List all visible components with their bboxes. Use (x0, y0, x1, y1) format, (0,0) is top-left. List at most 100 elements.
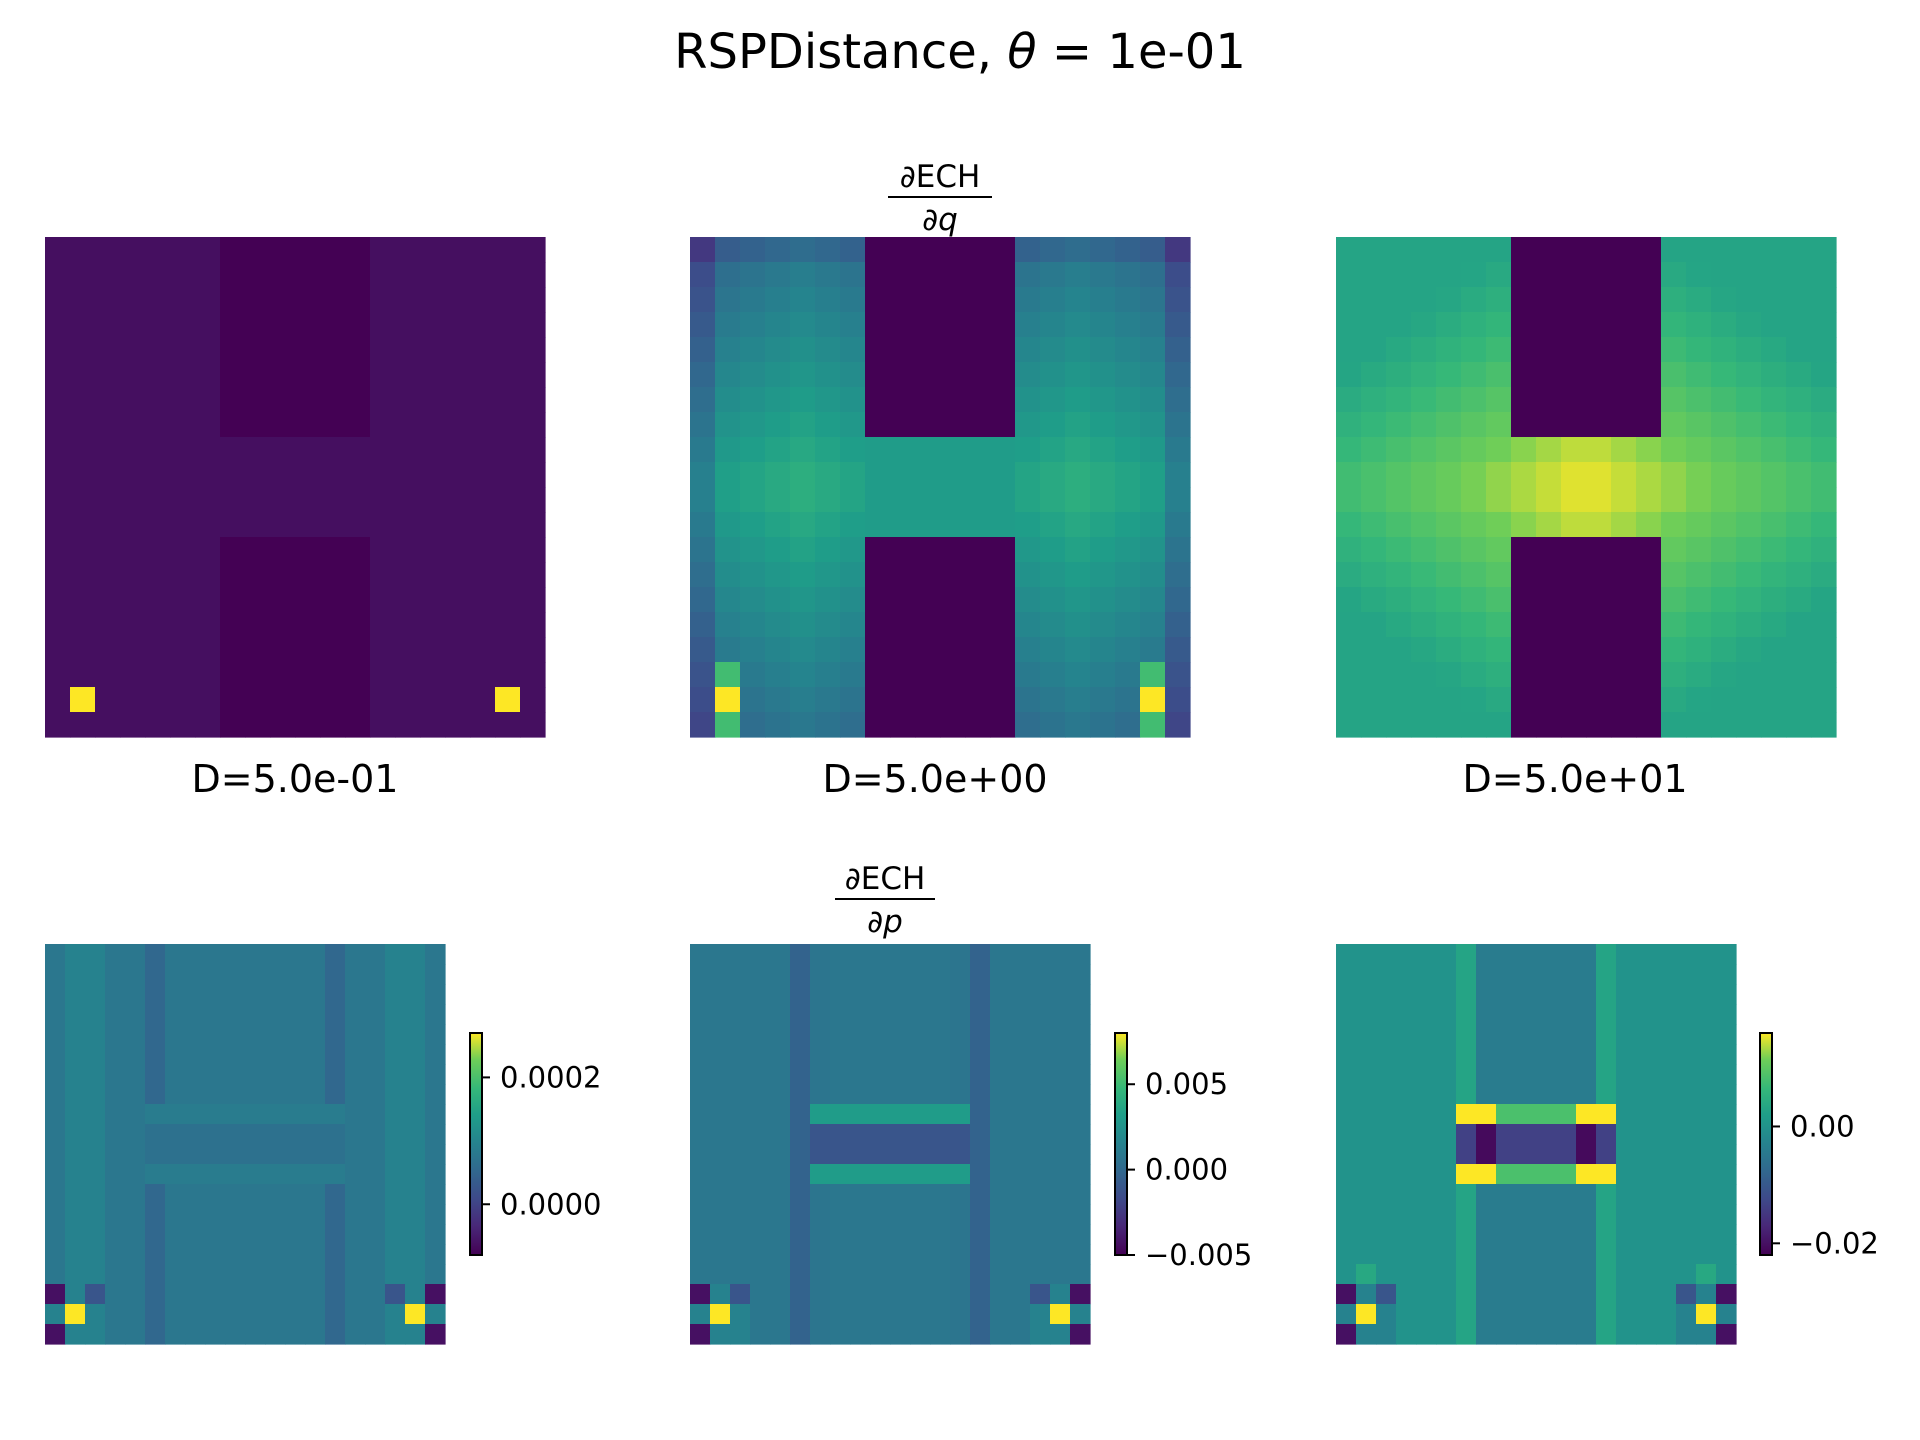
heatmap-cell (225, 1184, 246, 1205)
heatmap-cell (1761, 237, 1787, 263)
heatmap-cell (1536, 412, 1562, 438)
heatmap-cell (405, 1204, 426, 1225)
heatmap-cell (690, 1244, 711, 1265)
heatmap-cell (285, 964, 306, 985)
heatmap-cell (1336, 984, 1357, 1005)
heatmap-cell (270, 237, 296, 263)
heatmap-cell (1536, 362, 1562, 388)
heatmap-cell (70, 262, 96, 288)
heatmap-cell (245, 1064, 266, 1085)
heatmap-cell (1536, 1204, 1557, 1225)
heatmap-cell (770, 1204, 791, 1225)
heatmap-cell (965, 662, 991, 688)
heatmap-cell (1386, 437, 1412, 463)
heatmap-cell (220, 562, 246, 588)
heatmap-cell (445, 237, 471, 263)
heatmap-cell (1376, 1164, 1397, 1185)
heatmap-cell (790, 237, 816, 263)
heatmap-cell (325, 1124, 346, 1145)
heatmap-cell (1536, 944, 1557, 965)
xlabel-top-1: D=5.0e-01 (192, 757, 399, 801)
heatmap-cell (890, 1164, 911, 1185)
heatmap-cell (95, 462, 121, 488)
heatmap-cell (730, 984, 751, 1005)
heatmap-cell (145, 1264, 166, 1285)
heatmap-cell (1686, 637, 1712, 663)
heatmap-cell (1736, 312, 1762, 338)
heatmap-cell (790, 587, 816, 613)
heatmap-cell (830, 984, 851, 1005)
heatmap-cell (740, 387, 766, 413)
heatmap-cell (95, 487, 121, 513)
heatmap-cell (1696, 1064, 1717, 1085)
heatmap-cell (1611, 437, 1637, 463)
heatmap-cell (370, 637, 396, 663)
heatmap-cell (1376, 1264, 1397, 1285)
heatmap-cell (85, 1044, 106, 1065)
heatmap-cell (815, 487, 841, 513)
heatmap-cell (850, 1264, 871, 1285)
heatmap-cell (220, 437, 246, 463)
heatmap-cell (1661, 287, 1687, 313)
heatmap-cell (715, 537, 741, 563)
heatmap-cell (1536, 612, 1562, 638)
heatmap-cell (295, 237, 321, 263)
heatmap-cell (1511, 312, 1537, 338)
heatmap-cell (220, 637, 246, 663)
heatmap-cell (265, 1004, 286, 1025)
heatmap-cell (990, 262, 1016, 288)
heatmap-cell (1536, 1164, 1557, 1185)
heatmap-cell (1486, 362, 1512, 388)
heatmap-cell (1336, 512, 1362, 538)
heatmap-cell (120, 537, 146, 563)
heatmap-cell (1456, 1324, 1477, 1345)
heatmap-cell (165, 1244, 186, 1265)
heatmap-cell (990, 612, 1016, 638)
heatmap-cell (320, 612, 346, 638)
heatmap-cell (1010, 1004, 1031, 1025)
heatmap-cell (770, 1124, 791, 1145)
heatmap-cell (1656, 984, 1677, 1005)
heatmap-cell (1070, 944, 1091, 965)
heatmap-cell (690, 1324, 711, 1345)
heatmap-cell (325, 1204, 346, 1225)
fraction-denominator: ∂q (922, 202, 958, 238)
heatmap-cell (840, 537, 866, 563)
heatmap-cell (890, 687, 916, 713)
heatmap-cell (95, 687, 121, 713)
heatmap-cell (940, 437, 966, 463)
heatmap-cell (245, 437, 271, 463)
heatmap-cell (1140, 387, 1166, 413)
heatmap-cell (850, 1004, 871, 1025)
heatmap-cell (890, 662, 916, 688)
heatmap-cell (1070, 1184, 1091, 1205)
heatmap-cell (1140, 487, 1166, 513)
heatmap-cell (245, 1304, 266, 1325)
heatmap-cell (245, 1144, 266, 1165)
heatmap-cell (1050, 1164, 1071, 1185)
heatmap-cell (405, 1184, 426, 1205)
heatmap-cell (70, 712, 96, 738)
heatmap-cell (1090, 237, 1116, 263)
heatmap-cell (120, 587, 146, 613)
heatmap-cell (790, 1124, 811, 1145)
heatmap-cell (245, 387, 271, 413)
heatmap-cell (1030, 984, 1051, 1005)
heatmap-cell (1461, 262, 1487, 288)
heatmap-cell (1411, 587, 1437, 613)
heatmap-cell (1040, 237, 1066, 263)
heatmap-cell (365, 1164, 386, 1185)
heatmap-cell (1050, 1184, 1071, 1205)
heatmap-cell (165, 1164, 186, 1185)
heatmap-cell (1336, 437, 1362, 463)
heatmap-cell (1436, 437, 1462, 463)
heatmap-cell (810, 1084, 831, 1105)
heatmap-cell (265, 1104, 286, 1125)
heatmap-cell (320, 312, 346, 338)
heatmap-cell (1476, 944, 1497, 965)
heatmap-bottom-1 (45, 944, 446, 1345)
heatmap-cell (1811, 462, 1837, 488)
heatmap-cell (1576, 1324, 1597, 1345)
heatmap-cell (970, 964, 991, 985)
heatmap-cell (1586, 287, 1612, 313)
